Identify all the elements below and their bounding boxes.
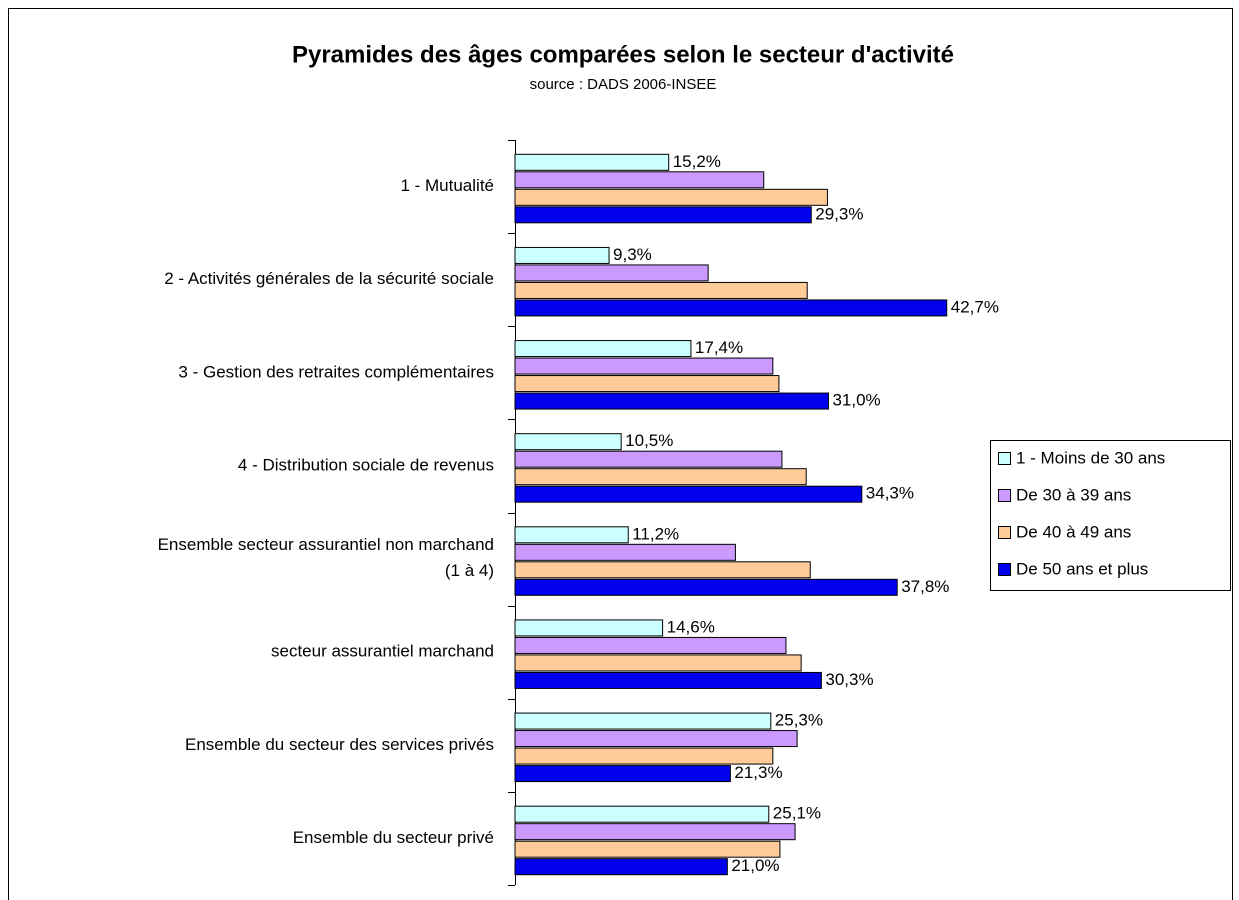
bar: [514, 246, 610, 264]
bar: [514, 561, 811, 579]
bar: [514, 153, 670, 171]
bar: [514, 485, 863, 503]
bar: [514, 654, 802, 672]
legend-label: De 40 à 49 ans: [1016, 522, 1131, 541]
bar: [514, 543, 736, 561]
legend-swatch: [998, 489, 1011, 502]
data-label: 10,5%: [625, 431, 673, 450]
bar: [514, 281, 808, 299]
category-label: Ensemble du secteur des services privés: [185, 735, 494, 754]
data-label: 21,3%: [734, 763, 782, 782]
bar: [514, 340, 692, 358]
category-label: Ensemble secteur assurantiel non marchan…: [158, 536, 494, 581]
bar: [514, 188, 828, 206]
bar: [514, 375, 780, 393]
data-label: 25,1%: [773, 804, 821, 823]
category-label: 1 - Mutualité: [400, 176, 494, 195]
bar: [514, 357, 774, 375]
data-label: 11,2%: [632, 524, 679, 543]
category-label: 2 - Activités générales de la sécurité s…: [164, 269, 494, 288]
data-label: 29,3%: [815, 204, 863, 223]
bar: [514, 578, 898, 596]
category-label: 3 - Gestion des retraites complémentaire…: [178, 362, 494, 381]
bar: [514, 526, 629, 544]
data-label: 31,0%: [832, 391, 880, 410]
bar: [514, 730, 798, 748]
bar: [514, 264, 709, 282]
bar: [514, 858, 728, 876]
chart-subtitle: source : DADS 2006-INSEE: [530, 76, 717, 93]
bar: [514, 805, 770, 823]
bar: [514, 840, 781, 858]
legend-label: De 30 à 39 ans: [1016, 485, 1131, 504]
category-label: 4 - Distribution sociale de revenus: [238, 455, 494, 474]
bar: [514, 619, 664, 637]
category-label: secteur assurantiel marchand: [271, 642, 494, 661]
legend-label: De 50 ans et plus: [1016, 559, 1148, 578]
bar: [514, 671, 822, 689]
data-label: 21,0%: [731, 856, 779, 875]
bar: [514, 468, 807, 486]
bar: [514, 765, 731, 783]
legend-label: 1 - Moins de 30 ans: [1016, 448, 1165, 467]
data-label: 15,2%: [673, 152, 721, 171]
data-label: 42,7%: [951, 297, 999, 316]
bar: [514, 450, 783, 468]
data-label: 9,3%: [613, 245, 652, 264]
legend-swatch: [998, 526, 1011, 539]
legend-box: [990, 440, 1231, 591]
data-label: 34,3%: [866, 484, 914, 503]
data-label: 25,3%: [775, 711, 823, 730]
data-label: 14,6%: [667, 617, 715, 636]
category-label: Ensemble du secteur privé: [293, 828, 494, 847]
bar: [514, 636, 787, 654]
bar: [514, 712, 772, 730]
legend-swatch: [998, 563, 1011, 576]
legend-swatch: [998, 452, 1011, 465]
data-label: 37,8%: [901, 577, 949, 596]
bar: [514, 433, 622, 451]
bar: [514, 747, 774, 765]
data-label: 17,4%: [695, 338, 743, 357]
chart-title: Pyramides des âges comparées selon le se…: [292, 41, 954, 68]
data-label: 30,3%: [825, 670, 873, 689]
bar: [514, 206, 812, 224]
bar: [514, 823, 796, 841]
bar: [514, 171, 765, 189]
bar: [514, 392, 829, 410]
bar: [514, 299, 948, 317]
